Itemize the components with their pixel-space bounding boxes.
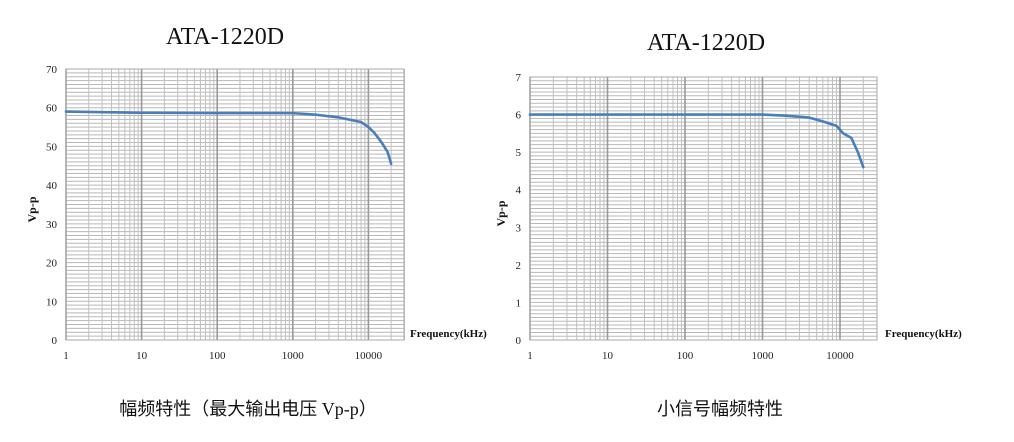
x-tick-label: 100: [209, 350, 226, 362]
x-tick-label: 1000: [282, 350, 305, 362]
chart-caption: 幅频特性（最大输出电压 Vp-p）: [119, 399, 377, 419]
chart-caption: 小信号幅频特性: [657, 399, 783, 419]
chart-title: ATA-1220D: [166, 24, 284, 50]
y-tick-label: 0: [516, 335, 522, 347]
x-tick-label: 1: [63, 350, 69, 362]
chart-title: ATA-1220D: [647, 30, 765, 56]
y-tick-label: 1: [516, 297, 522, 309]
y-tick-label: 60: [46, 103, 58, 115]
y-tick-label: 40: [46, 180, 58, 192]
x-axis-label: Frequency(kHz): [885, 328, 962, 340]
y-tick-label: 5: [516, 147, 522, 159]
series-line: [64, 110, 393, 166]
x-axis-label: Frequency(kHz): [410, 328, 487, 340]
x-tick-label: 10: [602, 350, 614, 362]
plot-area: [529, 76, 878, 341]
x-tick-label: 1000: [752, 350, 775, 362]
y-tick-label: 2: [516, 260, 522, 272]
y-tick-label: 3: [516, 222, 522, 234]
series-line: [528, 113, 865, 169]
y-tick-label: 7: [516, 72, 522, 84]
x-tick-label: 1: [527, 350, 533, 362]
y-tick-label: 50: [46, 141, 58, 153]
x-tick-label: 100: [677, 350, 694, 362]
y-tick-label: 10: [46, 296, 58, 308]
x-tick-label: 10000: [355, 350, 383, 362]
y-tick-label: 4: [516, 185, 522, 197]
y-tick-label: 6: [516, 110, 522, 122]
y-axis-label: Vp-p: [494, 200, 508, 226]
y-axis-label: Vp-p: [25, 196, 39, 222]
y-tick-label: 30: [46, 219, 58, 231]
x-tick-label: 10000: [826, 350, 854, 362]
x-tick-label: 10: [136, 350, 148, 362]
plot-area: [65, 68, 405, 341]
y-tick-label: 70: [46, 64, 58, 76]
y-tick-label: 20: [46, 258, 58, 270]
chart-1: 0 10 20 30 40 50 60 70 1 10 100 1000 10000 ATA-1220D 幅…: [25, 24, 487, 419]
y-tick-label: 0: [52, 335, 58, 347]
